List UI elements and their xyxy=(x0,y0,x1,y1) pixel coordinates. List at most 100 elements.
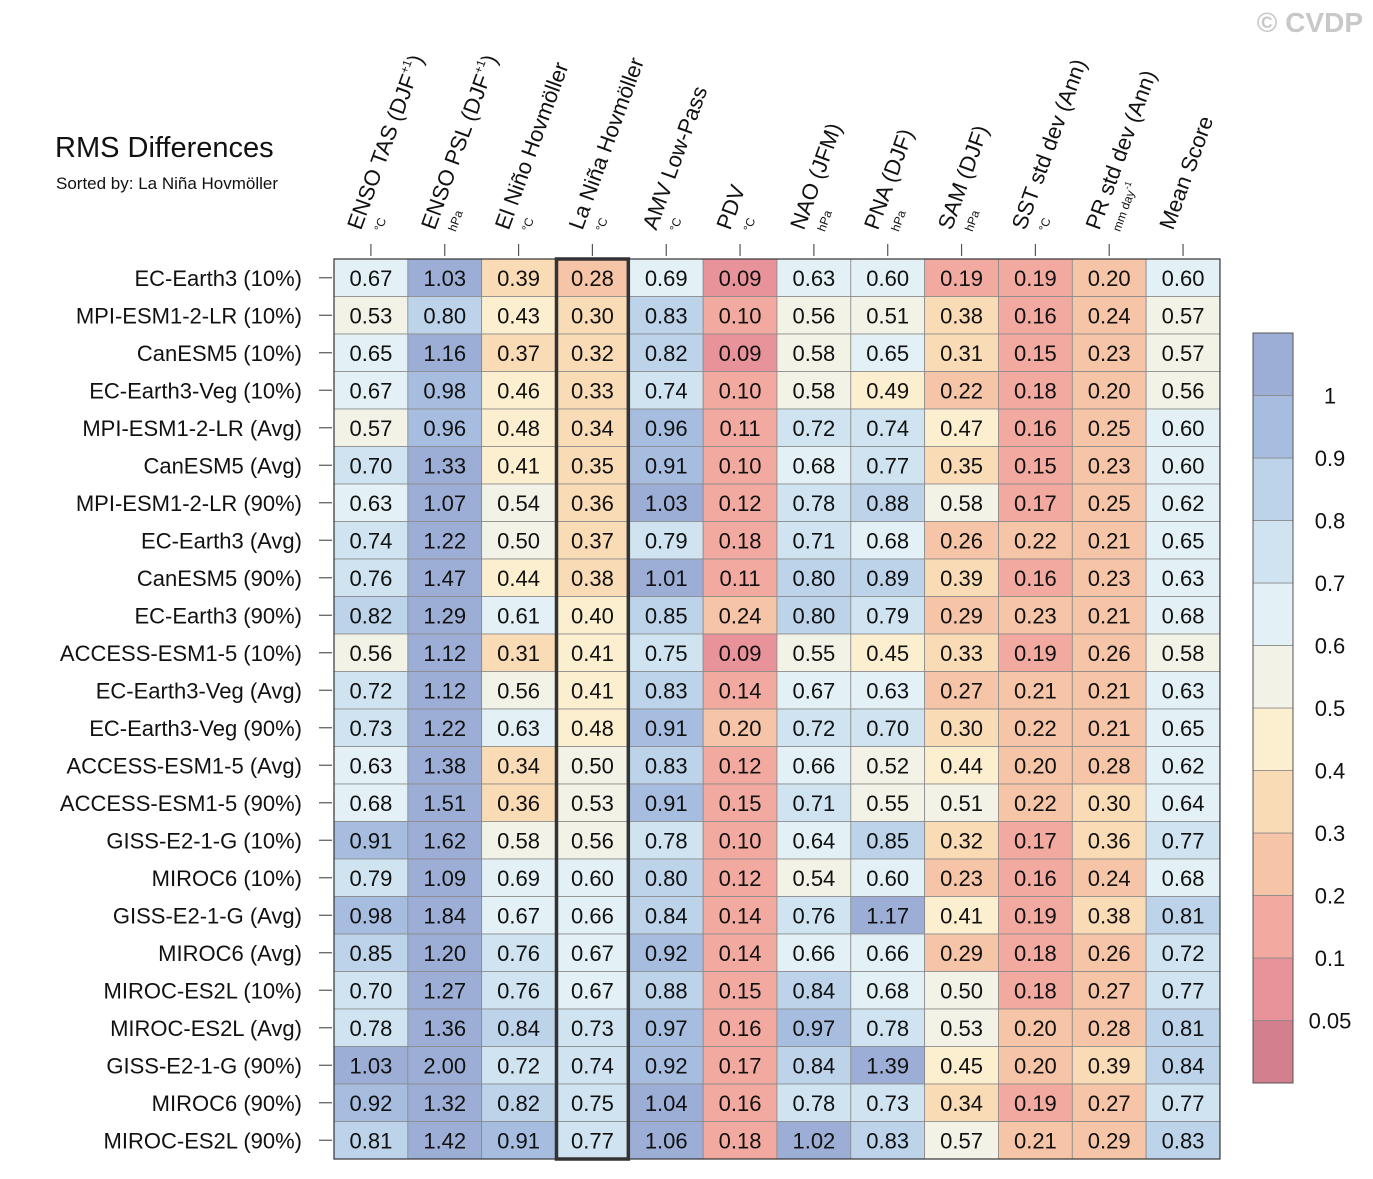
cell-value: 0.77 xyxy=(571,1128,614,1153)
cell-value: 0.26 xyxy=(1088,641,1131,666)
column-unit: °C xyxy=(371,215,389,233)
column-label: NAO (JFM)hPa xyxy=(785,120,847,234)
heatmap-cell xyxy=(998,783,1073,822)
cell-value: 0.17 xyxy=(1014,491,1057,516)
cell-value: 1.04 xyxy=(645,1091,688,1116)
cell-value: 0.18 xyxy=(1014,378,1057,403)
cell-value: 0.23 xyxy=(1014,603,1057,628)
cell-value: 0.57 xyxy=(350,416,393,441)
cell-value: 0.60 xyxy=(866,266,909,291)
cell-value: 0.22 xyxy=(940,378,983,403)
heatmap-cell xyxy=(555,746,630,785)
cell-value: 0.18 xyxy=(719,1128,762,1153)
heatmap-cell xyxy=(1145,896,1221,935)
cell-value: 2.00 xyxy=(423,1053,466,1078)
cell-value: 0.12 xyxy=(719,866,762,891)
cell-value: 0.41 xyxy=(497,453,540,478)
heatmap-cell xyxy=(850,558,926,597)
heatmap-cell xyxy=(702,1121,778,1160)
heatmap-cell xyxy=(850,821,926,860)
cell-value: 0.78 xyxy=(792,491,835,516)
cell-value: 0.71 xyxy=(792,791,835,816)
heatmap-cell xyxy=(1071,483,1147,522)
heatmap-cell xyxy=(850,596,926,635)
cell-value: 0.85 xyxy=(866,828,909,853)
cell-value: 0.48 xyxy=(497,416,540,441)
cell-value: 1.12 xyxy=(423,641,466,666)
cell-value: 0.74 xyxy=(571,1053,614,1078)
cell-value: 0.18 xyxy=(1014,978,1057,1003)
heatmap-cell xyxy=(555,521,630,560)
heatmap-cell xyxy=(776,783,852,822)
cell-value: 1.09 xyxy=(423,866,466,891)
cell-value: 1.42 xyxy=(423,1128,466,1153)
cell-value: 0.50 xyxy=(940,978,983,1003)
heatmap-cell xyxy=(924,1046,999,1085)
cell-value: 0.80 xyxy=(792,566,835,591)
heatmap-cell xyxy=(333,746,409,785)
cell-value: 0.76 xyxy=(350,566,393,591)
cell-value: 0.63 xyxy=(1162,678,1205,703)
row-label: GISS-E2-1-G (90%) xyxy=(106,1053,302,1078)
heatmap-cell xyxy=(407,821,483,860)
row-label: EC-Earth3 (Avg) xyxy=(141,528,302,553)
heatmap-cell xyxy=(407,258,483,297)
cell-value: 0.84 xyxy=(497,1016,540,1041)
cell-value: 0.28 xyxy=(571,266,614,291)
cell-value: 1.20 xyxy=(423,941,466,966)
cell-value: 0.96 xyxy=(645,416,688,441)
cell-value: 0.84 xyxy=(792,1053,835,1078)
heatmap-cell xyxy=(702,633,778,672)
heatmap-cell xyxy=(1145,596,1221,635)
heatmap-cell xyxy=(776,521,852,560)
cell-value: 0.53 xyxy=(571,791,614,816)
cell-value: 0.82 xyxy=(350,603,393,628)
cell-value: 0.11 xyxy=(719,566,760,591)
cell-value: 0.10 xyxy=(719,303,762,328)
cell-value: 0.91 xyxy=(497,1128,540,1153)
credit-text: © CVDP xyxy=(1257,7,1363,38)
cell-value: 0.66 xyxy=(866,941,909,966)
heatmap-cell xyxy=(555,858,630,897)
cell-value: 0.76 xyxy=(497,978,540,1003)
column-label-text: PNA (DJF) xyxy=(859,125,918,232)
cell-value: 0.67 xyxy=(497,903,540,928)
heatmap-cell xyxy=(407,633,483,672)
cell-value: 0.16 xyxy=(719,1016,762,1041)
cell-value: 0.84 xyxy=(645,903,688,928)
cell-value: 0.20 xyxy=(1014,1053,1057,1078)
cell-value: 0.60 xyxy=(1162,453,1205,478)
heatmap-cell xyxy=(998,521,1073,560)
cell-value: 0.55 xyxy=(792,641,835,666)
row-label: EC-Earth3-Veg (90%) xyxy=(89,716,302,741)
heatmap-cell xyxy=(776,896,852,935)
cell-value: 0.14 xyxy=(719,903,762,928)
cell-value: 1.62 xyxy=(423,828,466,853)
cell-value: 0.17 xyxy=(719,1053,762,1078)
cell-value: 0.45 xyxy=(866,641,909,666)
cell-value: 0.44 xyxy=(940,753,983,778)
heatmap-cell xyxy=(407,596,483,635)
column-unit: hPa xyxy=(445,208,466,233)
cell-value: 0.60 xyxy=(1162,416,1205,441)
cell-value: 0.83 xyxy=(1162,1128,1205,1153)
cell-value: 0.82 xyxy=(497,1091,540,1116)
heatmap-cell xyxy=(998,896,1073,935)
colorbar-border xyxy=(1252,332,1294,1084)
heatmap-cell xyxy=(924,371,999,410)
heatmap-cell xyxy=(333,333,409,372)
heatmap-cell xyxy=(924,483,999,522)
heatmap-cell xyxy=(998,483,1073,522)
cell-value: 0.16 xyxy=(1014,416,1057,441)
heatmap-cell xyxy=(1145,933,1221,972)
row-label: CanESM5 (Avg) xyxy=(143,453,302,478)
heatmap-cell xyxy=(481,521,556,560)
heatmap-cell xyxy=(628,483,704,522)
colorbar-label: 0.2 xyxy=(1315,884,1346,909)
heatmap-cell xyxy=(1145,333,1221,372)
cell-value: 0.85 xyxy=(645,603,688,628)
heatmap-cell xyxy=(1145,746,1221,785)
cell-value: 0.56 xyxy=(792,303,835,328)
column-label-text: SAM (DJF) xyxy=(933,122,994,233)
